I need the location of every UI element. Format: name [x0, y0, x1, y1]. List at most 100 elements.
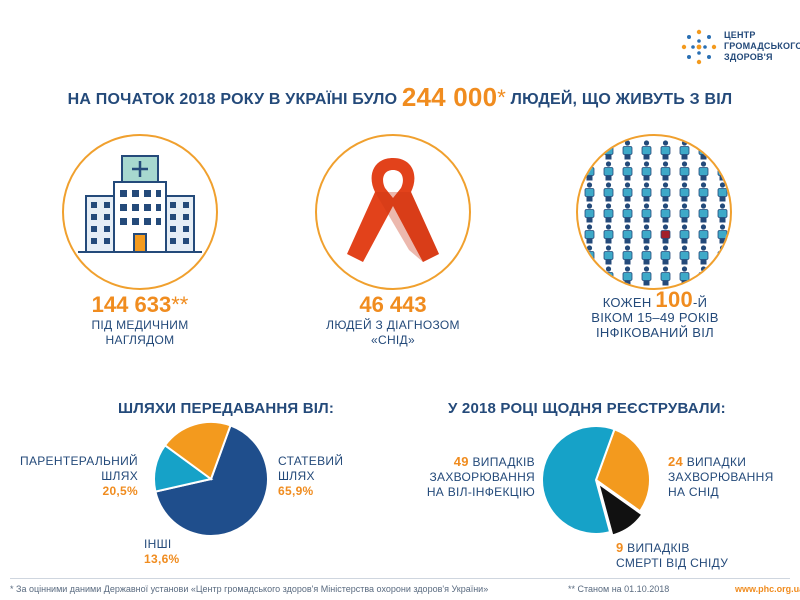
person-icon: [641, 182, 652, 202]
person-icon: [641, 224, 652, 244]
person-icon: [698, 224, 709, 244]
person-icon: [679, 140, 690, 160]
person-icon: [660, 266, 671, 286]
every-prefix: КОЖЕН: [602, 295, 656, 310]
hospital-circle: [62, 134, 218, 290]
person-icon: [679, 182, 690, 202]
headline-after: ЛЮДЕЙ, ЩО ЖИВУТЬ З ВІЛ: [506, 91, 733, 108]
person-icon: [679, 224, 690, 244]
person-icon: [717, 161, 728, 181]
logo-line: ЦЕНТР: [724, 30, 756, 40]
parenteral-line1: ПАРЕНТЕРАЛЬНИЙ: [20, 454, 138, 468]
hospital-icon: [78, 155, 202, 253]
person-icon: [698, 140, 709, 160]
sexual-pct: 65,9%: [278, 484, 314, 498]
infected-person-icon: [660, 224, 671, 244]
aids-number: 46 443: [359, 292, 427, 317]
aids-ribbon-icon: [347, 158, 439, 262]
ribbon-circle: [315, 134, 471, 290]
person-icon: [660, 182, 671, 202]
person-icon: [622, 224, 633, 244]
person-icon: [584, 245, 595, 265]
person-icon: [660, 245, 671, 265]
person-icon: [603, 245, 614, 265]
person-icon: [603, 266, 614, 286]
aids-line2: ЗАХВОРЮВАННЯ: [668, 470, 774, 484]
medical-line2: НАГЛЯДОМ: [105, 333, 175, 347]
pie-slice: [154, 424, 269, 537]
person-icon: [584, 266, 595, 286]
parenteral-label: ПАРЕНТЕРАЛЬНИЙ ШЛЯХ 20,5%: [20, 454, 138, 499]
logo-line: ГРОМАДСЬКОГО: [724, 41, 800, 51]
medical-line1: ПІД МЕДИЧНИМ: [91, 318, 189, 332]
person-icon: [717, 245, 728, 265]
person-icon: [603, 182, 614, 202]
person-icon: [641, 140, 652, 160]
sexual-line2: ШЛЯХ: [278, 469, 315, 483]
every-line3: ІНФІКОВАНИЙ ВІЛ: [596, 325, 714, 340]
pie-slice: [594, 427, 651, 513]
person-icon: [641, 266, 652, 286]
parenteral-line2: ШЛЯХ: [101, 469, 138, 483]
person-icon: [679, 161, 690, 181]
person-icon: [660, 203, 671, 223]
aids-count: 24: [668, 454, 684, 469]
every-suffix: -Й: [693, 295, 708, 310]
hiv-cases-label: 49 ВИПАДКІВ ЗАХВОРЮВАННЯ НА ВІЛ-ІНФЕКЦІЮ: [418, 454, 535, 500]
person-icon: [603, 203, 614, 223]
footnote-estimate: * За оцінними даними Державної установи …: [10, 584, 489, 594]
death-count: 9: [616, 540, 624, 555]
person-icon: [717, 224, 728, 244]
every-number: 100: [655, 287, 694, 312]
transmission-pie-chart: [153, 421, 269, 537]
registered-pie-chart: [541, 425, 651, 536]
person-icon: [584, 161, 595, 181]
website-link[interactable]: www.phc.org.ua: [735, 584, 800, 594]
person-icon: [698, 266, 709, 286]
person-icon: [717, 140, 728, 160]
hiv-count: 49: [453, 454, 469, 469]
footnote-date: ** Станом на 01.10.2018: [568, 584, 670, 594]
person-icon: [679, 266, 690, 286]
every-stat: КОЖЕН 100-Й ВІКОМ 15–49 РОКІВ ІНФІКОВАНИ…: [535, 289, 775, 341]
sexual-label: СТАТЕВИЙ ШЛЯХ 65,9%: [278, 454, 378, 499]
death-line2: СМЕРТІ ВІД СНІДУ: [616, 556, 729, 570]
registered-title: У 2018 РОЦІ ЩОДНЯ РЕЄСТРУВАЛИ:: [448, 400, 726, 417]
person-icon: [622, 140, 633, 160]
hiv-line1: ВИПАДКІВ: [468, 455, 535, 469]
every-line2: ВІКОМ 15–49 РОКІВ: [591, 310, 719, 325]
person-icon: [698, 161, 709, 181]
page-title: НА ПОЧАТОК 2018 РОКУ В УКРАЇНІ БУЛО 244 …: [0, 82, 800, 113]
headline-number: 244 000: [401, 82, 498, 112]
person-icon: [679, 203, 690, 223]
footer-divider: [10, 578, 790, 579]
person-icon: [717, 203, 728, 223]
person-icon: [584, 224, 595, 244]
person-icon: [698, 203, 709, 223]
person-icon: [660, 161, 671, 181]
other-label: ІНШІ 13,6%: [144, 537, 204, 567]
person-icon: [584, 182, 595, 202]
transmission-title: ШЛЯХИ ПЕРЕДАВАННЯ ВІЛ:: [118, 400, 335, 417]
person-icon: [622, 203, 633, 223]
person-icon: [622, 266, 633, 286]
person-icon: [603, 140, 614, 160]
logo-line: ЗДОРОВ'Я: [724, 52, 773, 62]
headline-star: *: [497, 85, 507, 110]
parenteral-pct: 20,5%: [102, 484, 138, 498]
person-icon: [641, 161, 652, 181]
aids-line3: НА СНІД: [668, 485, 719, 499]
aids-line1: ВИПАДКИ: [683, 455, 747, 469]
logo-mark-icon: [681, 29, 717, 65]
medical-number: 144 633: [91, 292, 172, 317]
person-icon: [717, 182, 728, 202]
person-icon: [603, 224, 614, 244]
death-cases-label: 9 ВИПАДКІВ СМЕРТІ ВІД СНІДУ: [616, 540, 736, 571]
person-icon: [622, 245, 633, 265]
person-icon: [584, 203, 595, 223]
people-grid-icon: [584, 140, 728, 286]
sexual-line1: СТАТЕВИЙ: [278, 454, 344, 468]
person-icon: [603, 161, 614, 181]
hiv-line3: НА ВІЛ-ІНФЕКЦІЮ: [426, 485, 535, 499]
person-icon: [679, 245, 690, 265]
